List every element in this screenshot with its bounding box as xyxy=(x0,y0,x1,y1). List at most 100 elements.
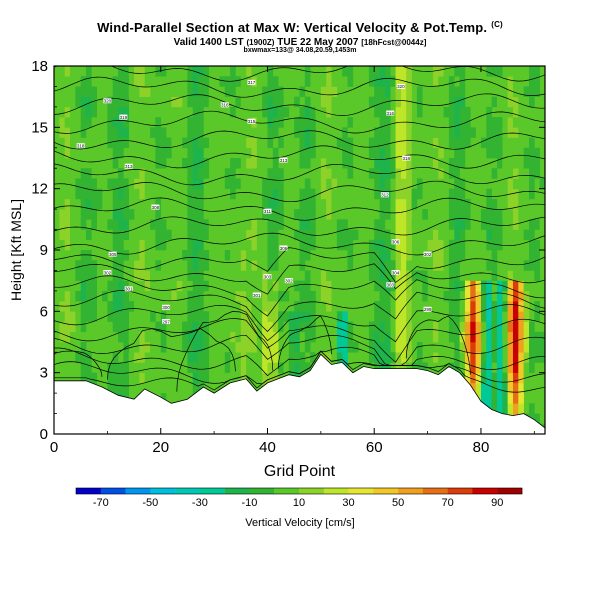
w-cell xyxy=(64,178,71,189)
w-cell xyxy=(512,137,519,149)
w-cell xyxy=(128,209,135,220)
w-cell xyxy=(64,270,71,281)
w-cell xyxy=(118,117,124,128)
w-cell xyxy=(80,188,87,200)
w-cell xyxy=(267,168,274,179)
w-cell xyxy=(246,209,252,220)
w-cell xyxy=(171,168,178,179)
w-cell xyxy=(160,239,167,251)
w-cell xyxy=(54,311,60,322)
w-cell xyxy=(208,106,215,118)
w-cell xyxy=(384,209,391,220)
w-cell xyxy=(267,362,274,373)
w-cell xyxy=(214,127,220,138)
w-cell xyxy=(54,250,60,261)
w-cell xyxy=(256,321,263,333)
w-cell xyxy=(416,188,423,200)
w-cell xyxy=(512,219,519,230)
isentrope-label: 318 xyxy=(77,144,85,149)
w-cell xyxy=(166,229,172,241)
w-cell xyxy=(86,311,92,322)
w-cell xyxy=(384,362,391,373)
w-cell xyxy=(70,198,76,210)
w-cell xyxy=(176,106,183,118)
w-cell xyxy=(64,158,71,169)
w-cell xyxy=(64,280,71,292)
w-cell xyxy=(139,86,146,97)
w-cell xyxy=(427,352,434,363)
w-cell xyxy=(427,301,434,312)
w-cell xyxy=(187,66,194,77)
w-cell xyxy=(502,301,508,312)
w-cell xyxy=(432,168,439,179)
w-cell xyxy=(454,117,460,128)
w-cell xyxy=(507,127,514,138)
w-cell xyxy=(299,290,306,302)
w-cell xyxy=(315,260,322,271)
isentrope-line xyxy=(54,43,545,63)
w-cell xyxy=(374,147,380,159)
w-cell xyxy=(59,321,65,333)
w-cell xyxy=(299,229,306,241)
w-cell xyxy=(320,168,327,179)
w-cell xyxy=(518,209,524,220)
w-cell xyxy=(320,178,327,189)
w-cell xyxy=(246,66,252,77)
w-cell xyxy=(304,198,311,210)
w-cell xyxy=(395,127,402,138)
isentrope-label-box xyxy=(386,110,395,116)
w-cell xyxy=(326,352,332,363)
isentrope-label-box xyxy=(247,118,256,124)
w-cell xyxy=(240,127,247,138)
w-cell xyxy=(112,106,119,118)
w-cell xyxy=(342,229,348,241)
w-cell xyxy=(203,331,210,343)
w-cell xyxy=(251,147,258,159)
w-cell xyxy=(512,382,519,394)
w-cell xyxy=(411,188,418,200)
w-cell xyxy=(432,147,439,159)
w-cell xyxy=(368,106,375,118)
w-cell xyxy=(470,280,476,292)
w-cell xyxy=(320,250,327,261)
w-cell xyxy=(496,311,503,322)
w-cell xyxy=(278,188,284,200)
isentrope-label: 301 xyxy=(253,293,261,298)
w-cell xyxy=(518,117,524,128)
w-cell xyxy=(470,321,476,333)
w-cell xyxy=(112,260,119,271)
w-cell xyxy=(96,188,103,200)
w-cell xyxy=(368,250,375,261)
w-cell xyxy=(507,168,514,179)
w-cell xyxy=(438,301,444,312)
w-cell xyxy=(70,66,76,77)
w-cell xyxy=(304,280,311,292)
w-cell xyxy=(144,117,151,128)
w-cell xyxy=(438,260,444,271)
w-cell xyxy=(171,158,178,169)
w-cell xyxy=(406,158,412,169)
w-cell xyxy=(198,209,204,220)
w-cell xyxy=(400,158,407,169)
w-cell xyxy=(214,311,220,322)
w-cell xyxy=(379,270,386,281)
w-cell xyxy=(192,219,199,230)
w-cell xyxy=(400,198,407,210)
w-cell xyxy=(502,209,508,220)
w-cell xyxy=(512,86,519,97)
w-cell xyxy=(491,127,498,138)
w-cell xyxy=(203,168,210,179)
w-cell xyxy=(443,331,450,343)
w-cell xyxy=(182,342,188,353)
w-cell xyxy=(512,158,519,169)
w-cell xyxy=(374,178,380,189)
w-cell xyxy=(118,96,124,108)
w-cell xyxy=(235,311,242,322)
w-cell xyxy=(507,311,514,322)
w-cell xyxy=(368,239,375,251)
w-cell xyxy=(507,362,514,373)
w-cell xyxy=(203,66,210,77)
w-cell xyxy=(267,137,274,149)
w-cell xyxy=(262,188,268,200)
w-cell xyxy=(171,137,178,149)
